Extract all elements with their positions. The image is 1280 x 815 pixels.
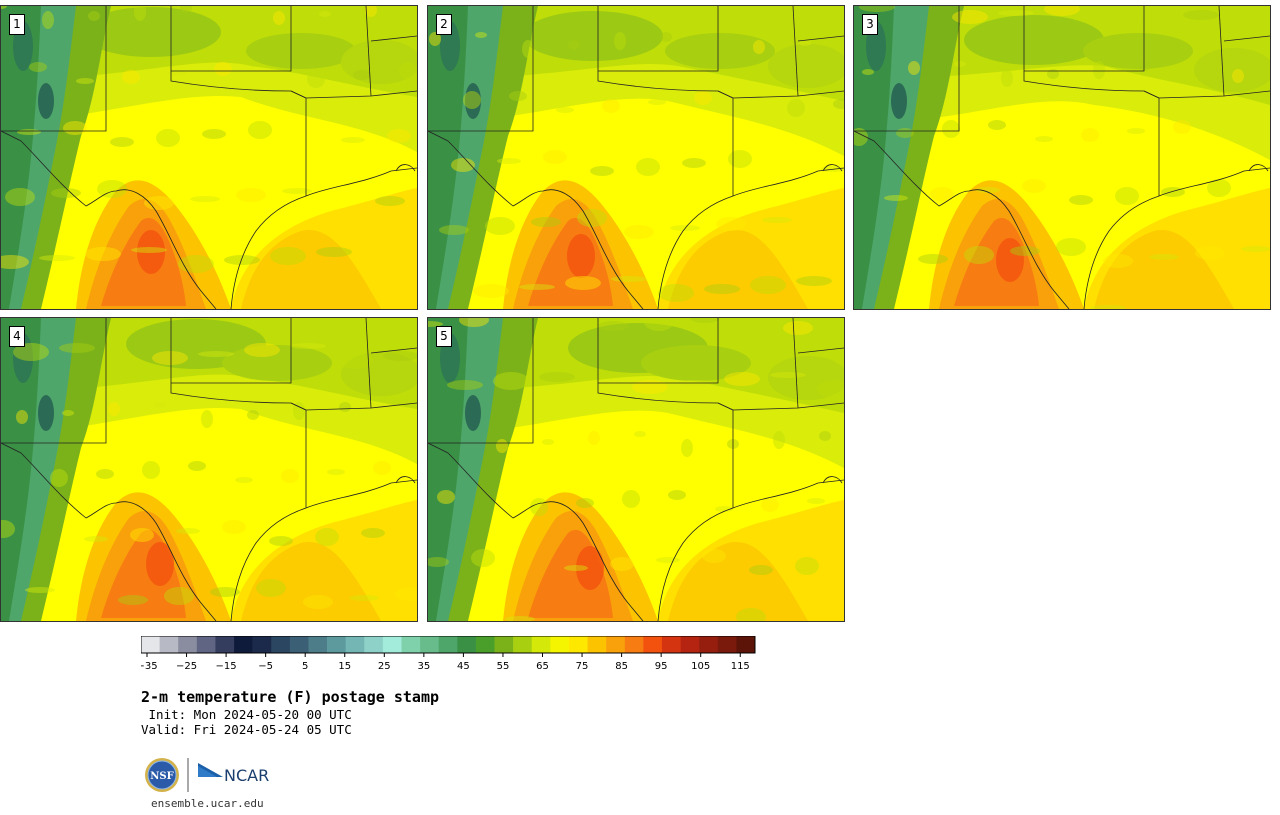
- colorbar-tick-label: 25: [378, 661, 391, 672]
- svg-text:NCAR: NCAR: [224, 766, 269, 785]
- colorbar-tick-label: 95: [655, 661, 668, 672]
- colorbar-tick-label: 105: [691, 661, 710, 672]
- map-panel-2: 2: [427, 5, 845, 310]
- panel-number-label: 2: [436, 14, 452, 35]
- colorbar-segment: [196, 636, 216, 653]
- panel-number-label: 3: [862, 14, 878, 35]
- ncar-logo: NCAR: [198, 763, 269, 785]
- nsf-logo: NSF: [145, 758, 179, 792]
- panel-number-label: 5: [436, 326, 452, 347]
- map-panel-1: 1: [0, 5, 418, 310]
- temperature-map: [428, 6, 844, 309]
- colorbar-tick-label: 115: [731, 661, 750, 672]
- colorbar-segment: [234, 636, 253, 653]
- colorbar-segment: [624, 636, 644, 653]
- colorbar-segment: [736, 636, 756, 653]
- colorbar-segment: [550, 636, 570, 653]
- colorbar-tick-label: 35: [417, 661, 430, 672]
- colorbar-tick-label: 75: [576, 661, 589, 672]
- temperature-map: [1, 6, 417, 309]
- panel-number-label: 1: [9, 14, 25, 35]
- valid-time: Valid: Fri 2024-05-24 05 UTC: [141, 722, 352, 737]
- colorbar-tick-label: 65: [536, 661, 549, 672]
- colorbar-segment: [271, 636, 291, 653]
- colorbar-segment: [252, 636, 272, 653]
- map-panel-5: 5: [427, 317, 845, 622]
- colorbar-tick-label: −25: [176, 661, 197, 672]
- colorbar-tick-label: 15: [338, 661, 351, 672]
- colorbar-tick-label: −15: [216, 661, 237, 672]
- colorbar-segment: [643, 636, 663, 653]
- colorbar-segment: [587, 636, 607, 653]
- colorbar-segment: [680, 636, 700, 653]
- colorbar-segment: [513, 636, 533, 653]
- init-time: Init: Mon 2024-05-20 00 UTC: [141, 707, 352, 722]
- map-panel-4: 4: [0, 317, 418, 622]
- colorbar-tick-label: 85: [615, 661, 628, 672]
- colorbar-tick-label: 5: [302, 661, 308, 672]
- svg-text:NSF: NSF: [150, 771, 173, 782]
- temperature-colorbar: −35 −25 −15 −5 5 15 25 35 45 55 65 75 85 95 105 115: [141, 636, 756, 672]
- colorbar-segment: [420, 636, 439, 653]
- colorbar-segment: [531, 636, 551, 653]
- colorbar-segment: [141, 636, 160, 653]
- colorbar-segment: [178, 636, 198, 653]
- colorbar-segment: [289, 636, 309, 653]
- colorbar-segment: [661, 636, 681, 653]
- colorbar-tick-label: −5: [258, 661, 273, 672]
- colorbar-segment: [308, 636, 328, 653]
- map-panel-3: 3: [853, 5, 1271, 310]
- chart-title: 2-m temperature (F) postage stamp: [141, 688, 440, 706]
- panel-number-label: 4: [9, 326, 25, 347]
- colorbar-tick-label: 45: [457, 661, 470, 672]
- colorbar-segment: [717, 636, 737, 653]
- colorbar-segment: [438, 636, 458, 653]
- temperature-map: [1, 318, 417, 621]
- colorbar-segment: [494, 636, 514, 653]
- colorbar-tick-label: −35: [141, 661, 158, 672]
- colorbar-segment: [606, 636, 626, 653]
- colorbar-segment: [327, 636, 346, 653]
- colorbar-segment: [457, 636, 477, 653]
- colorbar-segment: [568, 636, 588, 653]
- colorbar-tick-label: 55: [497, 661, 510, 672]
- sponsor-logos: NSF NCAR: [143, 755, 283, 795]
- colorbar-segment: [699, 636, 719, 653]
- site-link[interactable]: ensemble.ucar.edu: [151, 797, 264, 810]
- colorbar-segment: [382, 636, 402, 653]
- colorbar-segment: [215, 636, 235, 653]
- temperature-map: [854, 6, 1270, 309]
- temperature-map: [428, 318, 844, 621]
- colorbar-segment: [364, 636, 384, 653]
- colorbar-segment: [345, 636, 365, 653]
- colorbar-segment: [159, 636, 179, 653]
- colorbar-segment: [475, 636, 495, 653]
- colorbar-segment: [401, 636, 421, 653]
